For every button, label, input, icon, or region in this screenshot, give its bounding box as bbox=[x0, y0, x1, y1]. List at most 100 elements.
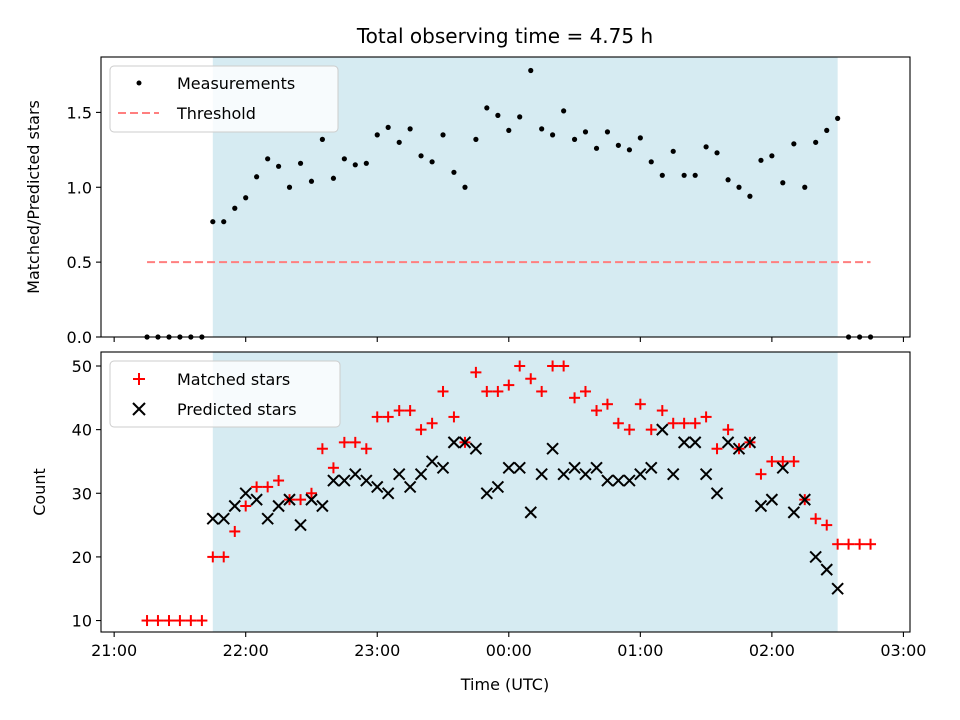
measurement-point bbox=[626, 147, 633, 153]
matched-stars-point bbox=[788, 455, 800, 467]
measurement-point bbox=[824, 127, 830, 133]
matched-stars-point bbox=[667, 417, 679, 429]
matched-stars-point bbox=[218, 551, 230, 563]
measurement-point bbox=[385, 124, 391, 130]
matched-stars-point bbox=[689, 417, 701, 429]
matched-stars-point bbox=[591, 405, 603, 417]
matched-stars-point bbox=[316, 443, 328, 455]
matched-stars-point bbox=[656, 405, 668, 417]
measurement-point bbox=[495, 112, 501, 118]
measurement-point bbox=[648, 159, 654, 165]
measurement-point bbox=[561, 108, 567, 114]
measurement-point bbox=[451, 169, 457, 175]
predicted-stars-point bbox=[776, 461, 790, 475]
matched-stars-point bbox=[569, 392, 581, 404]
matched-stars-point bbox=[273, 475, 285, 487]
bottom-axes-frame bbox=[100, 351, 911, 633]
measurement-point bbox=[549, 132, 556, 138]
measurement-point bbox=[593, 145, 600, 151]
top-legend: Measurements Threshold bbox=[109, 65, 339, 133]
predicted-stars-point bbox=[699, 467, 713, 481]
measurement-point bbox=[462, 184, 468, 190]
predicted-stars-point bbox=[338, 474, 351, 487]
measurement-point bbox=[286, 184, 293, 190]
measurement-point bbox=[473, 136, 479, 142]
y-tick-label: 0.0 bbox=[67, 328, 92, 347]
measurement-point bbox=[791, 141, 797, 147]
predicted-stars-point bbox=[656, 423, 669, 436]
measurement-point bbox=[659, 172, 665, 178]
matched-stars-point bbox=[634, 398, 646, 410]
predicted-stars-point bbox=[568, 461, 581, 475]
measurement-point bbox=[440, 132, 446, 138]
predicted-stars-point bbox=[557, 467, 570, 481]
predicted-stars-point bbox=[480, 487, 494, 500]
predicted-stars-point bbox=[206, 512, 220, 525]
matched-stars-point bbox=[393, 405, 405, 417]
x-tick-label: 22:00 bbox=[223, 641, 269, 660]
predicted-stars-point bbox=[316, 499, 329, 513]
measurement-point bbox=[769, 153, 775, 159]
matched-stars-point bbox=[207, 551, 219, 563]
y-tick-label: 40 bbox=[72, 421, 92, 440]
predicted-stars-point bbox=[327, 474, 340, 487]
bottom-xlabel: Time (UTC) bbox=[460, 675, 549, 694]
matched-stars-point bbox=[492, 385, 504, 397]
matched-stars-point bbox=[821, 519, 833, 531]
legend-marker-predicted-stars bbox=[132, 402, 146, 416]
predicted-stars-point bbox=[765, 493, 779, 506]
measurement-point bbox=[352, 162, 358, 168]
matched-stars-point bbox=[810, 513, 822, 525]
matched-stars-point bbox=[579, 385, 591, 397]
x-tick-label: 00:00 bbox=[486, 641, 532, 660]
measurement-point bbox=[330, 175, 337, 181]
bottom-panel: 10 20 30 40 50 21:00 22:00 23:00 00:00 01:00 02:00… bbox=[30, 351, 926, 694]
matched-stars-point bbox=[678, 417, 690, 429]
predicted-stars-point bbox=[228, 499, 241, 513]
measurement-point bbox=[747, 193, 753, 199]
bottom-legend: Matched stars Predicted stars bbox=[109, 360, 341, 428]
matched-stars-point bbox=[229, 525, 241, 537]
predicted-stars-point bbox=[371, 480, 384, 494]
predicted-stars-point bbox=[349, 467, 362, 481]
y-tick-label: 10 bbox=[72, 612, 92, 631]
measurement-point bbox=[374, 132, 380, 138]
matched-stars-point bbox=[514, 360, 526, 372]
measurement-point bbox=[813, 139, 819, 145]
matched-stars-point bbox=[601, 398, 613, 410]
matched-stars-point bbox=[305, 487, 317, 499]
matched-stars-point bbox=[766, 455, 778, 467]
top-marks bbox=[144, 67, 874, 340]
measurement-point bbox=[539, 126, 545, 132]
measurement-point bbox=[363, 160, 369, 166]
matched-stars-point bbox=[185, 615, 197, 627]
predicted-stars-point bbox=[667, 467, 680, 481]
matched-stars-point bbox=[503, 379, 515, 391]
predicted-stars-point bbox=[381, 487, 395, 500]
predicted-stars-point bbox=[623, 474, 636, 487]
matched-stars-point bbox=[262, 481, 274, 493]
legend-marker-measurements bbox=[136, 80, 142, 86]
bottom-legend-box bbox=[109, 360, 341, 428]
matched-stars-point bbox=[174, 615, 186, 627]
top-title: Total observing time = 4.75 h bbox=[356, 24, 653, 48]
measurement-point bbox=[835, 115, 841, 121]
matched-stars-point bbox=[382, 411, 394, 423]
predicted-stars-point bbox=[513, 461, 526, 475]
measurement-point bbox=[725, 177, 731, 183]
x-tick-label: 02:00 bbox=[749, 641, 795, 660]
predicted-stars-point bbox=[535, 467, 548, 481]
legend-label-threshold: Threshold bbox=[176, 104, 256, 123]
predicted-stars-point bbox=[787, 506, 801, 519]
predicted-stars-point bbox=[798, 493, 811, 506]
predicted-stars-point bbox=[579, 467, 592, 481]
measurement-point bbox=[582, 129, 589, 135]
predicted-stars-point bbox=[612, 474, 625, 487]
predicted-stars-point bbox=[436, 461, 450, 475]
y-tick-label: 30 bbox=[72, 484, 92, 503]
predicted-stars-point bbox=[590, 461, 603, 475]
measurement-point bbox=[297, 160, 304, 166]
measurement-point bbox=[429, 159, 435, 165]
measurement-point bbox=[418, 153, 424, 159]
